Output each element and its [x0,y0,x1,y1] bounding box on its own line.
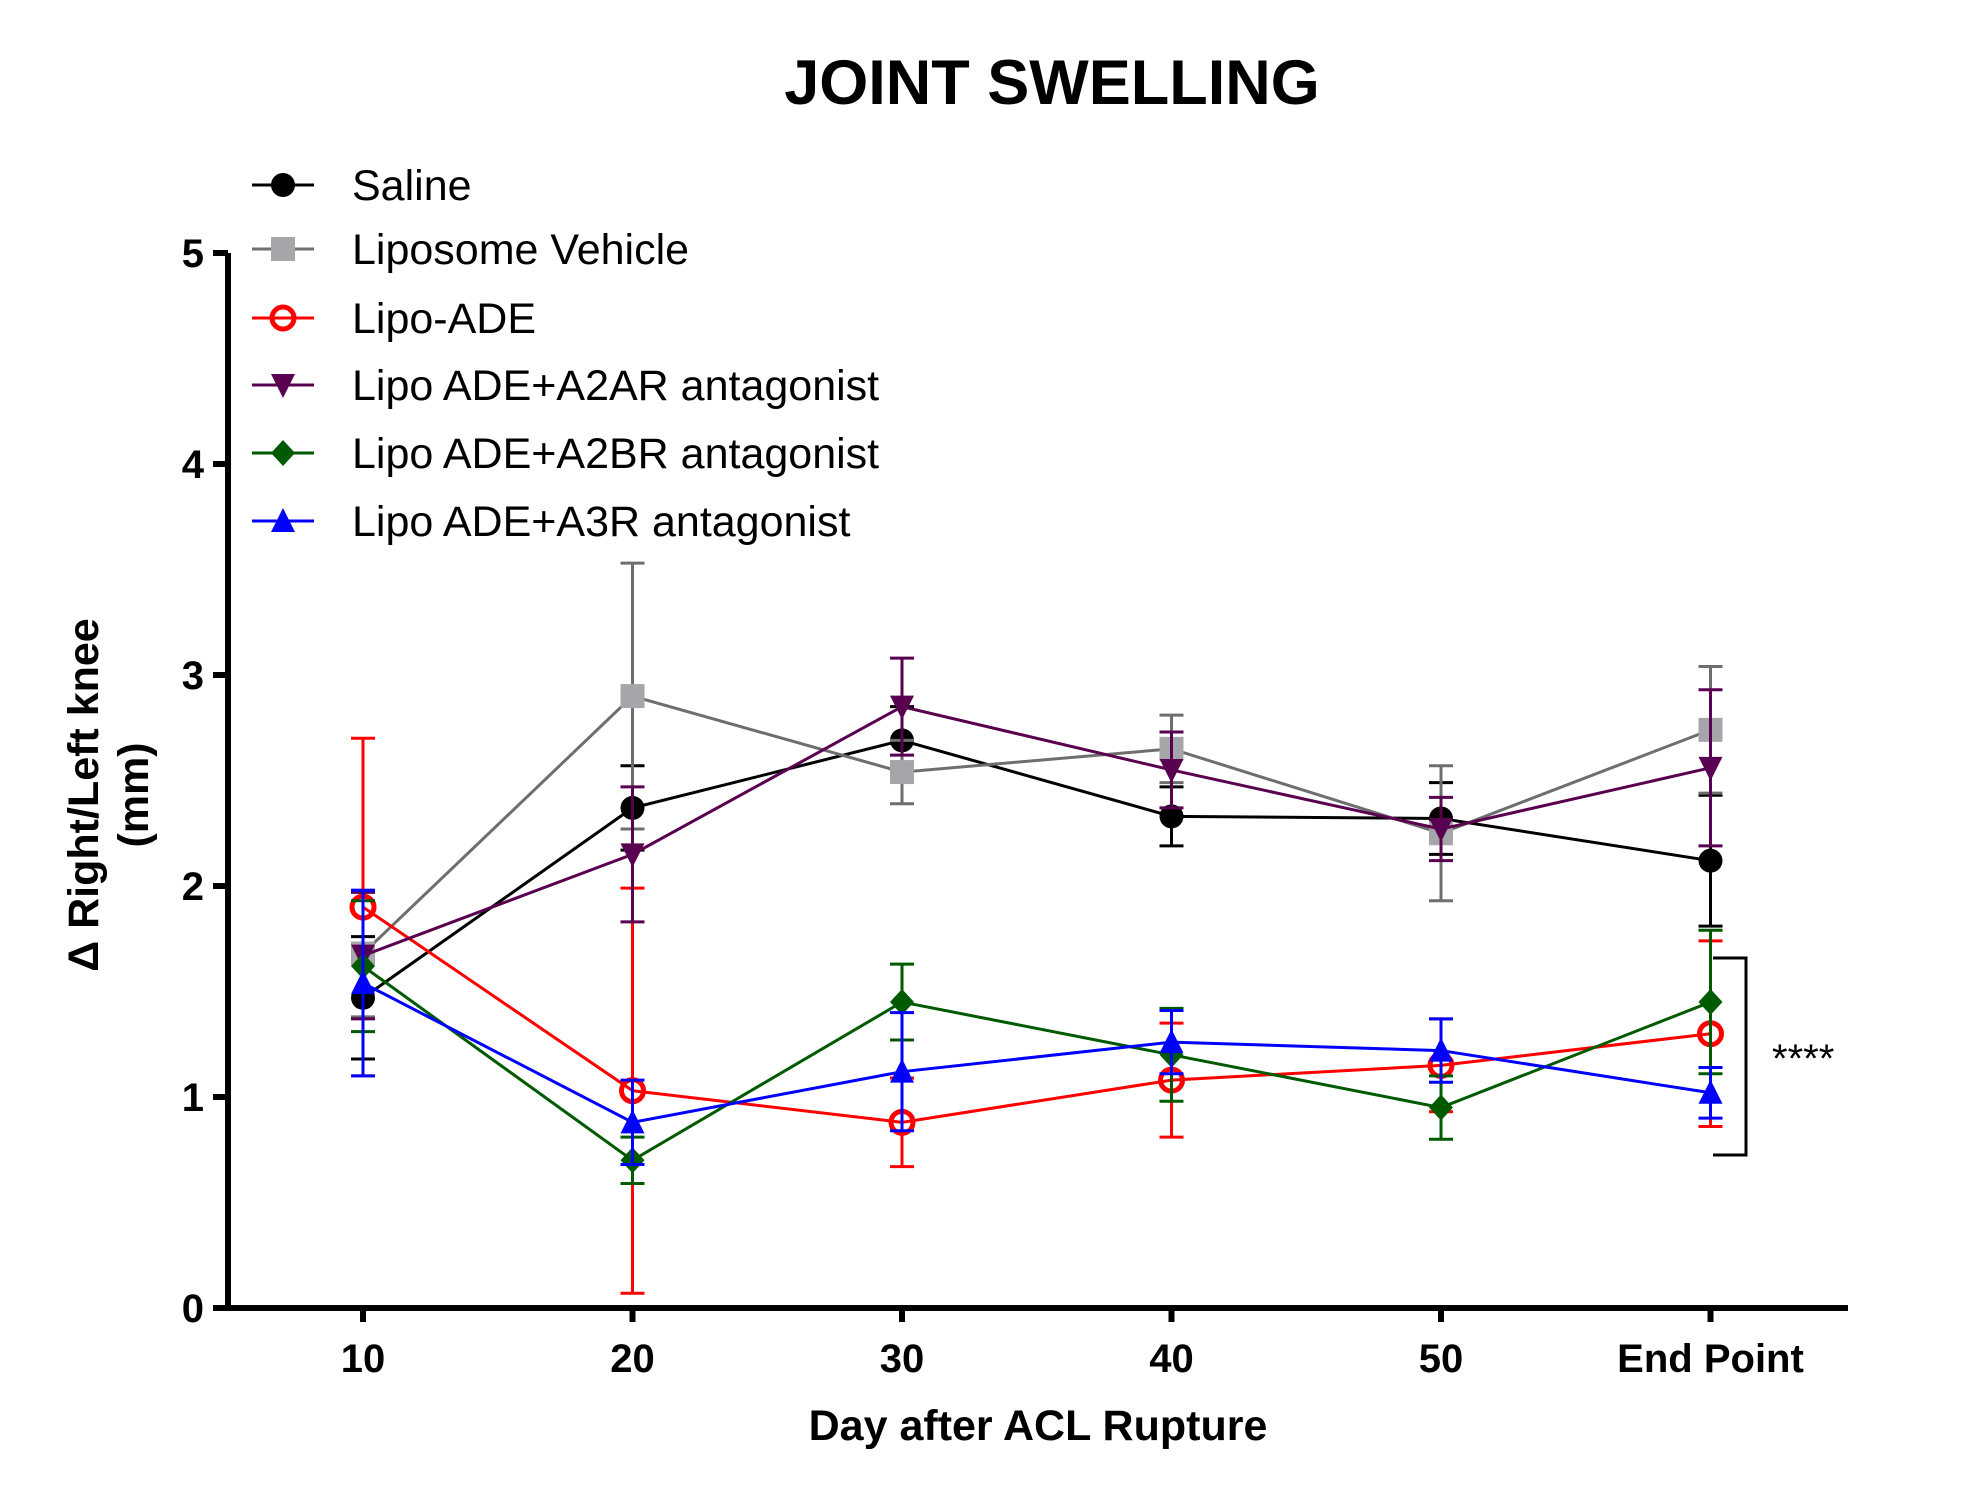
data-point [890,1058,914,1083]
legend-marker-icon [271,508,295,532]
series-lipo-ade-a2ar-antagonist [351,656,1723,1021]
x-tick-label: 50 [1419,1337,1464,1381]
x-tick-label: 30 [880,1337,925,1381]
data-point [1698,989,1723,1016]
x-ticks: 10 20 30 40 50 End Point [341,1308,1804,1381]
data-point [1698,756,1723,781]
legend-marker-icon [271,440,295,466]
series-liposome-vehicle [351,561,1723,1019]
y-axis-label: Δ Right/Left knee [60,618,108,971]
data-point [890,695,914,720]
x-tick-label: 20 [610,1337,655,1381]
data-point [1698,848,1723,873]
legend-label: Lipo ADE+A3R antagonist [352,498,850,546]
data-point [1429,1094,1453,1121]
legend-marker-icon [271,237,295,261]
legend-item: Lipo ADE+A3R antagonist [252,498,850,546]
x-tick-label: End Point [1617,1337,1804,1381]
x-tick-label: 10 [341,1337,386,1381]
legend: Saline Liposome Vehicle Lipo-ADE Lipo ADE+A… [252,162,879,546]
x-tick-label: 40 [1149,1337,1194,1381]
y-tick-label: 4 [182,443,205,487]
legend-item: Liposome Vehicle [252,226,689,274]
series-line [362,738,1711,1000]
legend-label: Lipo ADE+A2AR antagonist [352,362,879,410]
legend-item: Lipo-ADE [252,295,536,343]
data-point [890,989,914,1016]
legend-marker-icon [271,374,295,398]
data-point [1159,804,1184,829]
axes [225,253,1848,1311]
data-point [1429,1037,1453,1062]
data-point [620,1109,645,1134]
legend-label: Saline [352,162,472,210]
legend-label: Lipo-ADE [352,295,536,343]
chart-title: JOINT SWELLING [784,48,1320,118]
significance-stars: **** [1772,1037,1834,1081]
legend-item: Lipo ADE+A2BR antagonist [252,430,879,478]
series-line [362,905,1711,1124]
legend-item: Lipo ADE+A2AR antagonist [252,362,879,410]
legend-marker-icon [271,173,295,197]
series-lipo-ade-a2br-antagonist [351,899,1723,1186]
data-point [620,843,645,868]
data-point [1429,818,1453,843]
series-line [362,981,1711,1124]
y-tick-label: 5 [182,232,204,276]
series-layer [349,561,1724,1295]
series-line [362,964,1712,1163]
legend-label: Liposome Vehicle [352,226,689,274]
y-tick-label: 0 [182,1287,204,1331]
y-tick-label: 1 [182,1076,204,1120]
data-point [351,970,375,995]
series-lipo-ade [349,736,1724,1295]
y-tick-label: 2 [182,865,204,909]
y-axis-unit: (mm) [110,742,158,847]
data-point [1159,758,1184,783]
significance-bracket: **** [1713,956,1834,1157]
legend-marker-icon [269,304,297,332]
data-point [1159,1029,1184,1054]
legend-label: Lipo ADE+A2BR antagonist [352,430,879,478]
y-ticks: 0 1 2 3 4 5 [182,232,228,1331]
x-axis-label: Day after ACL Rupture [809,1402,1268,1450]
data-point [1698,1079,1723,1104]
series-lipo-ade-a3r-antagonist [351,888,1723,1167]
bracket-line [1713,956,1748,1157]
y-tick-label: 3 [182,654,204,698]
series-line [362,705,1711,958]
legend-item: Saline [252,162,472,210]
series-line [361,694,1712,955]
data-point [620,684,645,709]
data-point [890,760,914,785]
